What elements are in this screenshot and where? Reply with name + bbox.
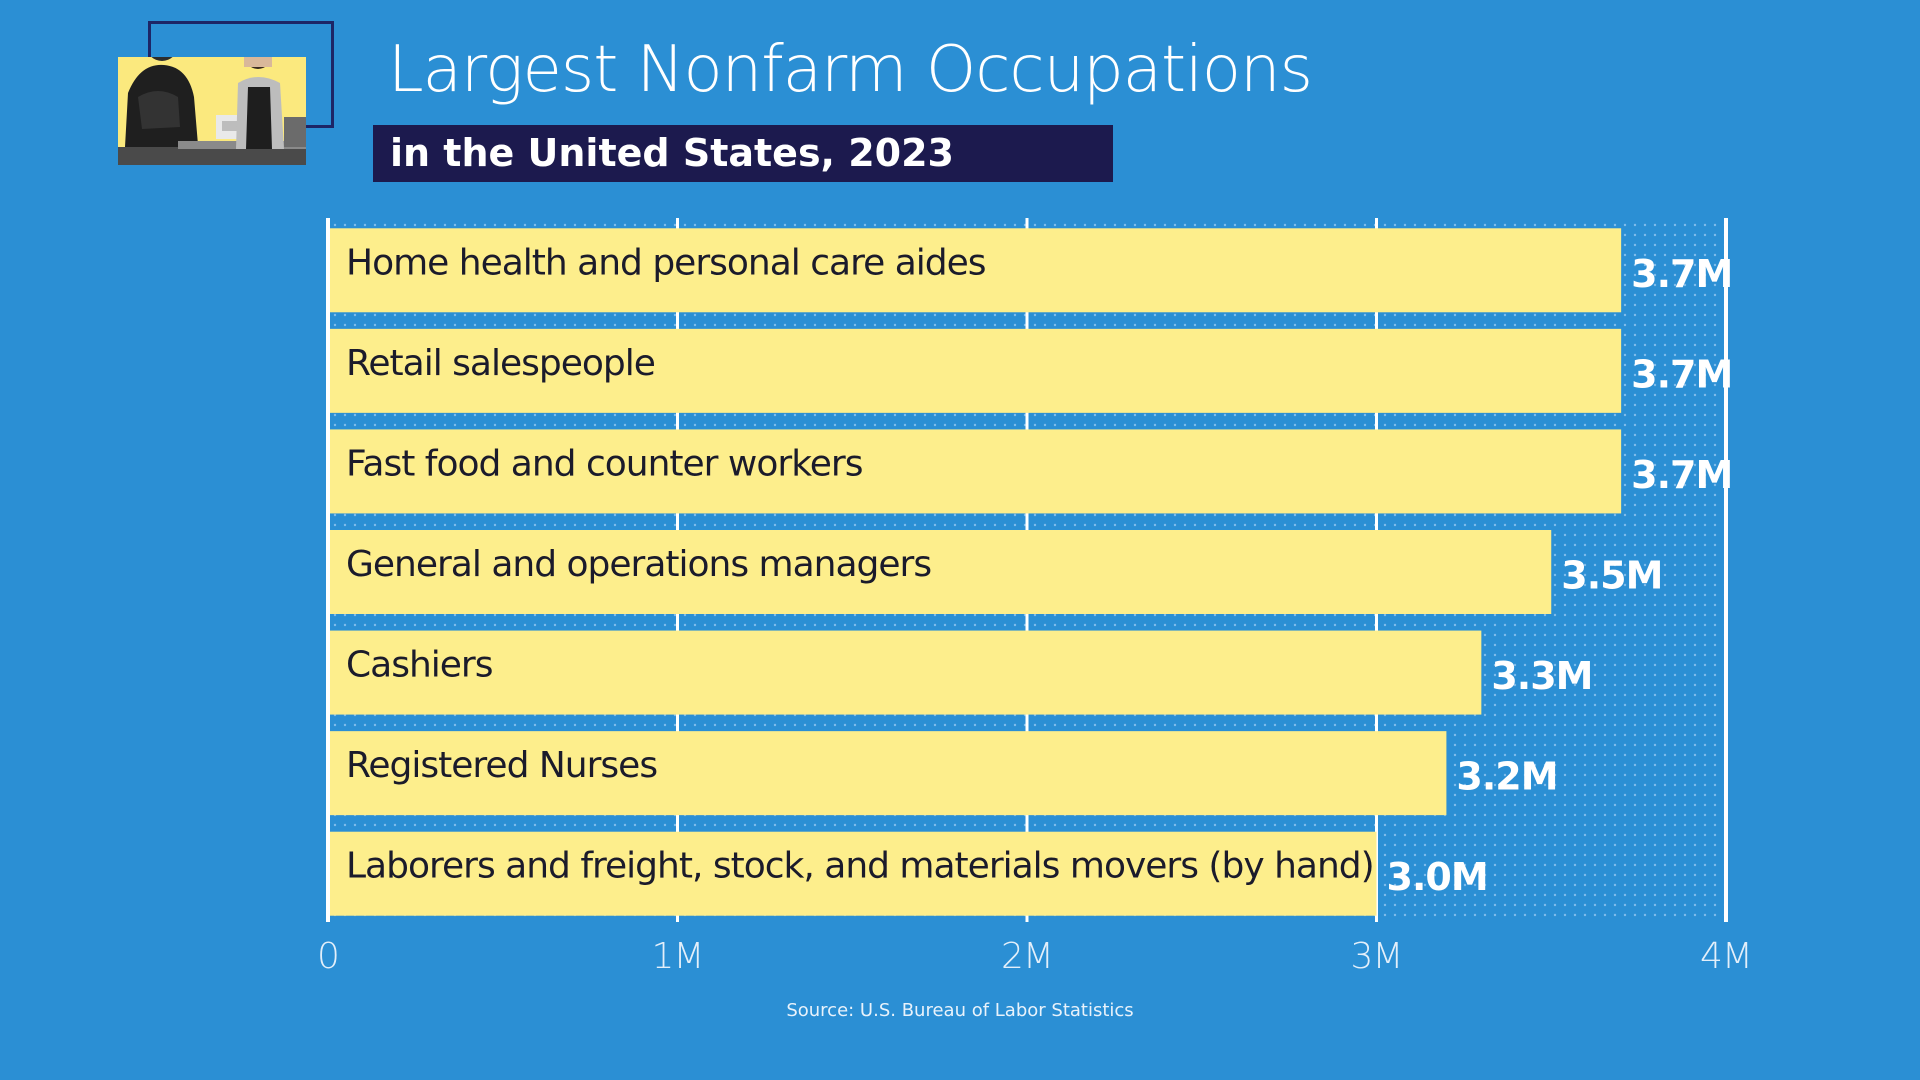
bar-4 bbox=[330, 630, 1482, 715]
bars bbox=[330, 228, 1622, 916]
category-label-5: Registered Nurses bbox=[346, 745, 657, 786]
chart-subtitle: in the United States, 2023 bbox=[390, 131, 954, 175]
chart-title: Largest Nonfarm Occupations bbox=[388, 33, 1313, 107]
x-tick-label-4: 4M bbox=[1700, 936, 1752, 977]
two-men-at-counter-photo bbox=[118, 57, 306, 165]
bar-5 bbox=[330, 731, 1447, 816]
x-tick-label-2: 2M bbox=[1001, 936, 1053, 977]
x-tick-label-1: 1M bbox=[652, 936, 704, 977]
category-labels: Home health and personal care aides Retai… bbox=[346, 242, 1375, 887]
bar-3 bbox=[330, 530, 1552, 614]
value-label-6: 3.0M bbox=[1387, 855, 1488, 899]
category-label-4: Cashiers bbox=[346, 645, 492, 686]
x-tick-label-3: 3M bbox=[1351, 936, 1403, 977]
x-tick-label-0: 0 bbox=[317, 936, 339, 977]
value-label-1: 3.7M bbox=[1631, 352, 1732, 396]
value-label-3: 3.5M bbox=[1561, 554, 1662, 598]
category-label-2: Fast food and counter workers bbox=[346, 443, 862, 484]
value-label-2: 3.7M bbox=[1631, 453, 1732, 497]
category-label-1: Retail salespeople bbox=[346, 343, 655, 384]
value-label-5: 3.2M bbox=[1456, 755, 1557, 799]
category-label-3: General and operations managers bbox=[346, 544, 931, 585]
bar-2 bbox=[330, 429, 1622, 514]
value-label-4: 3.3M bbox=[1491, 654, 1592, 698]
value-labels: 3.7M 3.7M 3.7M 3.5M 3.3M 3.2M 3.0M bbox=[1387, 252, 1734, 899]
value-label-0: 3.7M bbox=[1631, 252, 1732, 296]
bar-0 bbox=[330, 228, 1622, 313]
subtitle-band: in the United States, 2023 bbox=[373, 125, 1113, 182]
category-label-6: Laborers and freight, stock, and materia… bbox=[346, 846, 1374, 887]
category-label-0: Home health and personal care aides bbox=[346, 242, 986, 283]
bar-1 bbox=[330, 328, 1622, 413]
source-note: Source: U.S. Bureau of Labor Statistics bbox=[786, 1000, 1134, 1021]
bar-6 bbox=[330, 831, 1377, 916]
x-axis-ticks: 0 1M 2M 3M 4M bbox=[317, 936, 1753, 977]
